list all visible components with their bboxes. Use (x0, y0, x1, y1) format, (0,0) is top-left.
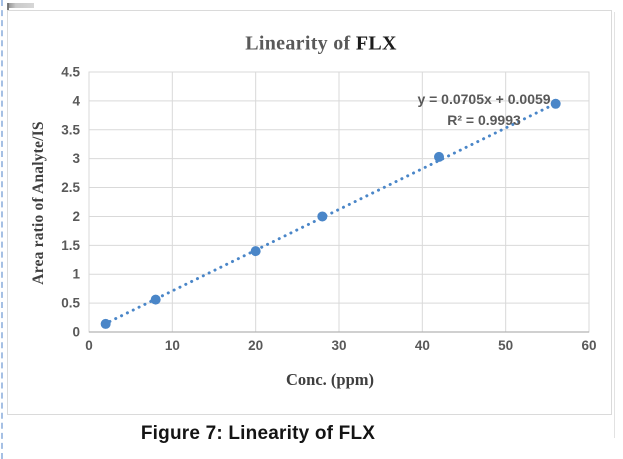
svg-text:10: 10 (165, 338, 180, 353)
svg-text:20: 20 (248, 338, 263, 353)
svg-text:2.5: 2.5 (61, 180, 80, 195)
svg-text:60: 60 (581, 338, 596, 353)
svg-text:1: 1 (72, 267, 80, 282)
svg-text:0: 0 (85, 338, 93, 353)
svg-text:30: 30 (331, 338, 346, 353)
x-axis-title: Conc. (ppm) (285, 370, 375, 389)
svg-text:0: 0 (72, 325, 80, 340)
r-squared-text: R² = 0.9993 (447, 112, 521, 128)
equation-text: y = 0.0705x + 0.0059 (417, 91, 551, 107)
trendline-equation: y = 0.0705x + 0.0059 R² = 0.9993 (376, 89, 592, 131)
frame-border-right (614, 12, 615, 438)
svg-text:4: 4 (72, 93, 80, 108)
svg-text:2: 2 (72, 209, 80, 224)
svg-text:4.5: 4.5 (61, 65, 80, 80)
svg-text:3.5: 3.5 (61, 122, 80, 137)
chart-title-prefix: Linearity of (245, 32, 356, 55)
y-axis-title: Area ratio of Analyte/IS (30, 121, 47, 285)
svg-text:3: 3 (72, 151, 80, 166)
page-left-dashed-border (1, 0, 3, 459)
chart-container: 0 10 20 30 40 50 60 0 0.5 1 1.5 2 2.5 3 3.5 4 4.5 Linear… (7, 10, 612, 415)
svg-text:40: 40 (415, 338, 430, 353)
svg-text:50: 50 (498, 338, 513, 353)
figure-caption: Figure 7: Linearity of FLX (140, 423, 376, 444)
crop-artifact (8, 3, 34, 8)
chart-title-strong: FLX (355, 32, 397, 55)
chart-title: Linearity of FLX (245, 33, 396, 56)
svg-text:0.5: 0.5 (61, 296, 80, 311)
svg-text:1.5: 1.5 (61, 238, 80, 253)
plot-area-svg: 0 10 20 30 40 50 60 0 0.5 1 1.5 2 2.5 3 3.5 4 4.5 (61, 65, 596, 354)
